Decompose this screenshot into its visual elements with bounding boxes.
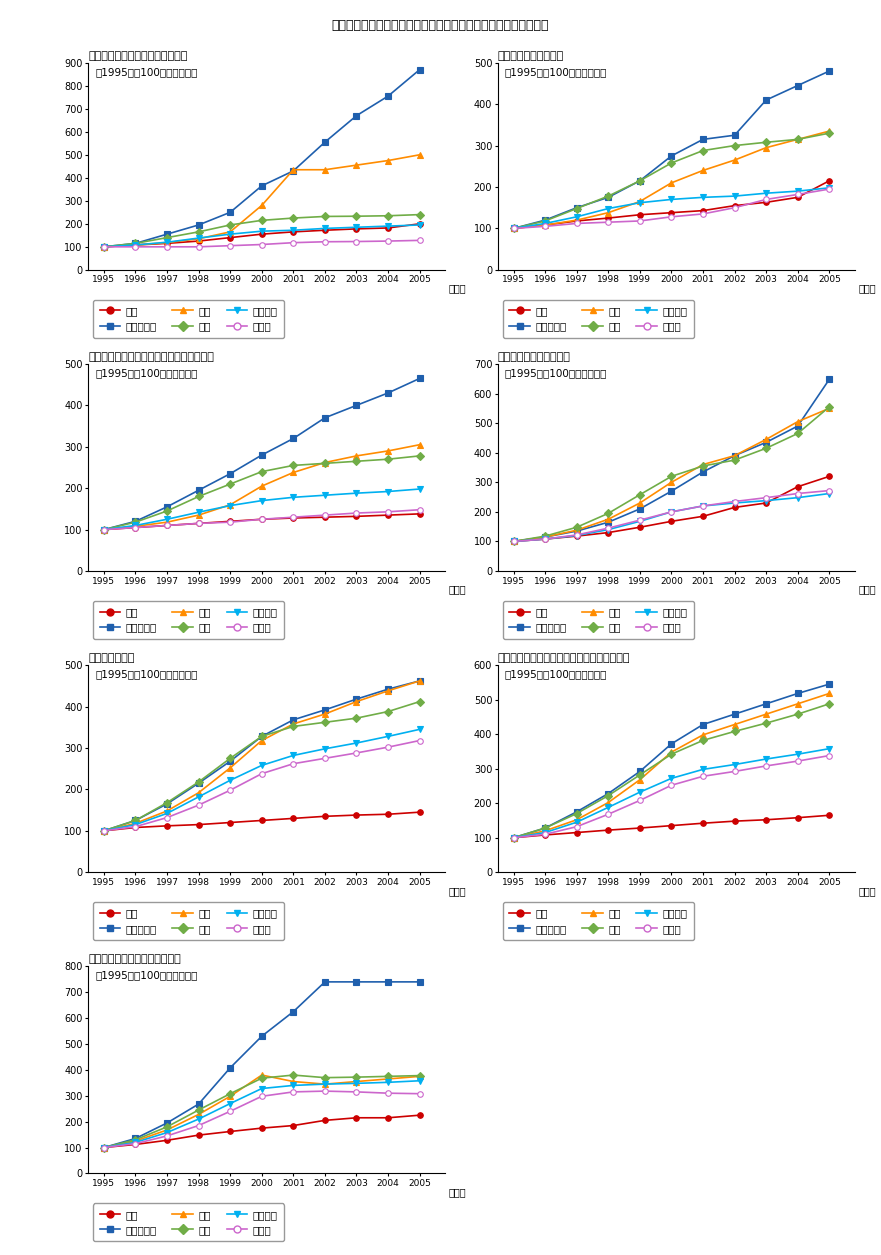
- Text: 建設・電力・ガス・水道・農林水産・鉱業: 建設・電力・ガス・水道・農林水産・鉱業: [88, 351, 214, 361]
- Text: 個人向けサービス（飲食・宿泊・自営業等）: 個人向けサービス（飲食・宿泊・自営業等）: [498, 653, 630, 663]
- Text: （年）: （年）: [858, 886, 876, 896]
- Legend: 日本, デンマーク, 英国, 米国, フランス, ドイツ: 日本, デンマーク, 英国, 米国, フランス, ドイツ: [93, 300, 284, 338]
- Text: （年）: （年）: [448, 585, 466, 595]
- Text: （1995年を100とした指数）: （1995年を100とした指数）: [505, 368, 607, 378]
- Text: 社会サービス（教育・医療等）: 社会サービス（教育・医療等）: [88, 954, 181, 964]
- Legend: 日本, デンマーク, 英国, 米国, フランス, ドイツ: 日本, デンマーク, 英国, 米国, フランス, ドイツ: [503, 902, 693, 940]
- Text: （年）: （年）: [858, 284, 876, 294]
- Text: （年）: （年）: [448, 1187, 466, 1197]
- Text: （1995年を100とした指数）: （1995年を100とした指数）: [505, 669, 607, 679]
- Text: 情報通信を利用する側の産業における情報資本の伸びが特に低迷: 情報通信を利用する側の産業における情報資本の伸びが特に低迷: [332, 19, 549, 31]
- Legend: 日本, デンマーク, 英国, 米国, フランス, ドイツ: 日本, デンマーク, 英国, 米国, フランス, ドイツ: [93, 902, 284, 940]
- Text: 卸・小売・運輸: 卸・小売・運輸: [88, 653, 135, 663]
- Legend: 日本, デンマーク, 英国, 米国, フランス, ドイツ: 日本, デンマーク, 英国, 米国, フランス, ドイツ: [503, 300, 693, 338]
- Text: （1995年を100とした指数）: （1995年を100とした指数）: [95, 368, 197, 378]
- Text: 情報通信産業（電子機器・通信）: 情報通信産業（電子機器・通信）: [88, 50, 188, 60]
- Text: （年）: （年）: [858, 585, 876, 595]
- Legend: 日本, デンマーク, 英国, 米国, フランス, ドイツ: 日本, デンマーク, 英国, 米国, フランス, ドイツ: [93, 1204, 284, 1241]
- Text: （1995年を100とした指数）: （1995年を100とした指数）: [505, 67, 607, 77]
- Legend: 日本, デンマーク, 英国, 米国, フランス, ドイツ: 日本, デンマーク, 英国, 米国, フランス, ドイツ: [93, 601, 284, 639]
- Text: 金融・対事業所サービス: 金融・対事業所サービス: [498, 351, 571, 361]
- Text: （1995年を100とした指数）: （1995年を100とした指数）: [95, 67, 197, 77]
- Legend: 日本, デンマーク, 英国, 米国, フランス, ドイツ: 日本, デンマーク, 英国, 米国, フランス, ドイツ: [503, 601, 693, 639]
- Text: （1995年を100とした指数）: （1995年を100とした指数）: [95, 669, 197, 679]
- Text: （年）: （年）: [448, 284, 466, 294]
- Text: （年）: （年）: [448, 886, 466, 896]
- Text: （1995年を100とした指数）: （1995年を100とした指数）: [95, 970, 197, 980]
- Text: 電子機器を除く製造業: 電子機器を除く製造業: [498, 50, 564, 60]
